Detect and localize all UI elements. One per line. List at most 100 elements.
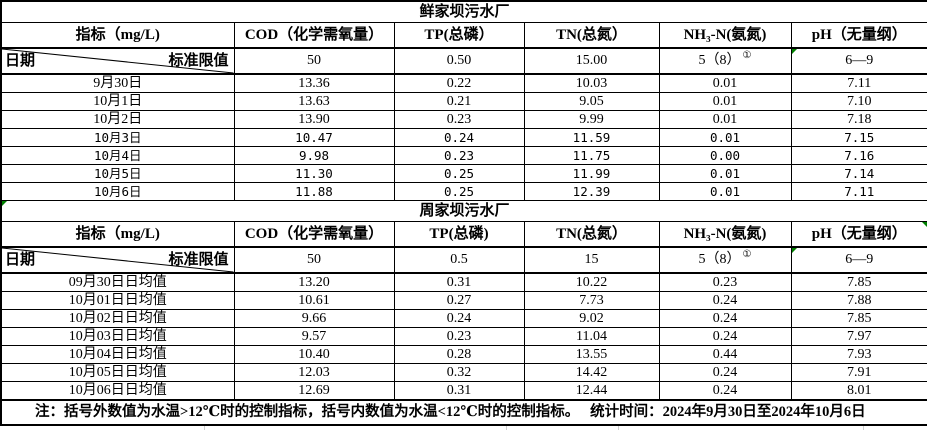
cell-tn[interactable]: 12.44 <box>523 381 660 401</box>
cell-date[interactable]: 10月1日 <box>0 92 235 111</box>
cell-cod[interactable]: 10.61 <box>233 291 395 310</box>
cell-ph[interactable]: 7.88 <box>790 291 927 310</box>
cell-nh3[interactable]: 0.23 <box>658 272 792 292</box>
cell-nh3[interactable]: 0.44 <box>658 345 792 364</box>
standard-ph-cell[interactable]: 6—9 <box>790 47 927 75</box>
col-header-nh3[interactable]: NH₃-N(氨氮) <box>658 22 792 49</box>
cell-date[interactable]: 10月04日日均值 <box>0 345 235 364</box>
cell-nh3[interactable]: 0.24 <box>658 381 792 401</box>
col-header-tn[interactable]: TN(总氮） <box>523 22 660 49</box>
corner-indicator-cell[interactable]: 指标（mg/L) <box>0 221 235 248</box>
cell-date[interactable]: 10月05日日均值 <box>0 363 235 382</box>
cell-date[interactable]: 10月06日日均值 <box>0 381 235 401</box>
col-header-tp[interactable]: TP(总磷） <box>393 22 525 49</box>
cell-nh3[interactable]: 0.01 <box>658 92 792 111</box>
cell-cod[interactable]: 11.30 <box>233 164 395 183</box>
cell-cod[interactable]: 9.66 <box>233 309 395 328</box>
cell-cod[interactable]: 10.40 <box>233 345 395 364</box>
standard-ph-cell[interactable]: 6—9 <box>790 246 927 274</box>
col-header-tp[interactable]: TP(总磷) <box>393 221 525 248</box>
cell-tn[interactable]: 9.05 <box>523 92 660 111</box>
corner-indicator-cell[interactable]: 指标（mg/L) <box>0 22 235 49</box>
cell-date[interactable]: 10月5日 <box>0 164 235 183</box>
plant1-title-cell[interactable]: 鲜家坝污水厂 <box>0 0 927 23</box>
cell-cod[interactable]: 10.47 <box>233 128 395 147</box>
cell-ph[interactable]: 7.14 <box>790 164 927 183</box>
cell-tn[interactable]: 7.73 <box>523 291 660 310</box>
cell-tn[interactable]: 11.04 <box>523 327 660 346</box>
cell-cod[interactable]: 9.57 <box>233 327 395 346</box>
cell-tn[interactable]: 9.99 <box>523 110 660 129</box>
cell-ph[interactable]: 7.85 <box>790 272 927 292</box>
cell-tp[interactable]: 0.24 <box>393 128 525 147</box>
cell-tn[interactable]: 10.03 <box>523 73 660 93</box>
cell-nh3[interactable]: 0.24 <box>658 363 792 382</box>
cell-tp[interactable]: 0.21 <box>393 92 525 111</box>
cell-nh3[interactable]: 0.24 <box>658 327 792 346</box>
cell-date[interactable]: 10月02日日均值 <box>0 309 235 328</box>
cell-cod[interactable]: 12.69 <box>233 381 395 401</box>
cell-tp[interactable]: 0.25 <box>393 182 525 201</box>
cell-tp[interactable]: 0.31 <box>393 381 525 401</box>
standard-tp-cell[interactable]: 0.5 <box>393 246 525 274</box>
cell-date[interactable]: 09月30日日均值 <box>0 272 235 292</box>
cell-tp[interactable]: 0.23 <box>393 327 525 346</box>
standard-cod-cell[interactable]: 50 <box>233 246 395 274</box>
cell-date[interactable]: 10月3日 <box>0 128 235 147</box>
col-header-ph[interactable]: pH（无量纲） <box>790 221 927 248</box>
cell-tp[interactable]: 0.24 <box>393 309 525 328</box>
cell-ph[interactable]: 7.93 <box>790 345 927 364</box>
cell-ph[interactable]: 7.91 <box>790 363 927 382</box>
cell-nh3[interactable]: 0.01 <box>658 128 792 147</box>
cell-ph[interactable]: 7.16 <box>790 146 927 165</box>
cell-tp[interactable]: 0.28 <box>393 345 525 364</box>
cell-tn[interactable]: 11.75 <box>523 146 660 165</box>
cell-cod[interactable]: 11.88 <box>233 182 395 201</box>
cell-date[interactable]: 10月2日 <box>0 110 235 129</box>
cell-date[interactable]: 9月30日 <box>0 73 235 93</box>
col-header-cod[interactable]: COD（化学需氧量） <box>233 221 395 248</box>
cell-tp[interactable]: 0.31 <box>393 272 525 292</box>
cell-ph[interactable]: 7.15 <box>790 128 927 147</box>
cell-tp[interactable]: 0.23 <box>393 146 525 165</box>
standard-nh3-cell[interactable]: 5（8） ① <box>658 246 792 274</box>
standard-cod-cell[interactable]: 50 <box>233 47 395 75</box>
cell-date[interactable]: 10月6日 <box>0 182 235 201</box>
corner-cell[interactable]: 日期 标准限值 <box>0 47 235 75</box>
cell-tp[interactable]: 0.23 <box>393 110 525 129</box>
cell-nh3[interactable]: 0.01 <box>658 164 792 183</box>
cell-nh3[interactable]: 0.01 <box>658 110 792 129</box>
cell-ph[interactable]: 7.97 <box>790 327 927 346</box>
cell-nh3[interactable]: 0.01 <box>658 73 792 93</box>
cell-tp[interactable]: 0.27 <box>393 291 525 310</box>
cell-nh3[interactable]: 0.24 <box>658 291 792 310</box>
cell-ph[interactable]: 7.11 <box>790 182 927 201</box>
cell-tn[interactable]: 14.42 <box>523 363 660 382</box>
col-header-nh3[interactable]: NH₃-N(氨氮) <box>658 221 792 248</box>
cell-ph[interactable]: 7.11 <box>790 73 927 93</box>
cell-date[interactable]: 10月03日日均值 <box>0 327 235 346</box>
cell-date[interactable]: 10月4日 <box>0 146 235 165</box>
cell-nh3[interactable]: 0.01 <box>658 182 792 201</box>
cell-ph[interactable]: 7.18 <box>790 110 927 129</box>
cell-ph[interactable]: 7.10 <box>790 92 927 111</box>
cell-cod[interactable]: 9.98 <box>233 146 395 165</box>
corner-cell[interactable]: 日期 标准限值 <box>0 246 235 274</box>
cell-nh3[interactable]: 0.00 <box>658 146 792 165</box>
cell-tn[interactable]: 11.99 <box>523 164 660 183</box>
cell-tp[interactable]: 0.25 <box>393 164 525 183</box>
cell-date[interactable]: 10月01日日均值 <box>0 291 235 310</box>
standard-tp-cell[interactable]: 0.50 <box>393 47 525 75</box>
standard-tn-cell[interactable]: 15.00 <box>523 47 660 75</box>
cell-tn[interactable]: 13.55 <box>523 345 660 364</box>
plant2-title-cell[interactable]: 周家坝污水厂 <box>0 200 927 222</box>
cell-tn[interactable]: 9.02 <box>523 309 660 328</box>
col-header-tn[interactable]: TN(总氮） <box>523 221 660 248</box>
cell-ph[interactable]: 7.85 <box>790 309 927 328</box>
cell-tn[interactable]: 10.22 <box>523 272 660 292</box>
cell-cod[interactable]: 13.63 <box>233 92 395 111</box>
cell-ph[interactable]: 8.01 <box>790 381 927 401</box>
col-header-ph[interactable]: pH（无量纲） <box>790 22 927 49</box>
cell-tn[interactable]: 12.39 <box>523 182 660 201</box>
cell-cod[interactable]: 13.36 <box>233 73 395 93</box>
